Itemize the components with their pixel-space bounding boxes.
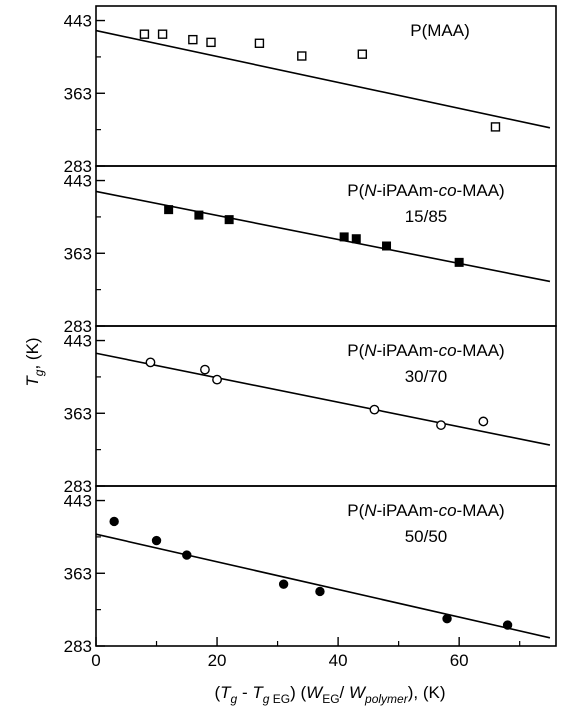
y-tick-label: 443 [64,332,92,351]
data-point-open-square [254,38,265,48]
data-point-filled-square [339,232,349,242]
data-point-filled-circle [109,516,119,527]
panel-1: 283 363 443 P(MAA) [64,5,557,176]
data-point-filled-square [164,205,174,215]
data-point-open-square [157,29,168,39]
panel-2: 283 363 443 P(N-iPAAm-co-MAA) 15/85 [64,165,557,336]
data-point-open-circle [436,420,446,430]
y-tick-label: 363 [64,404,92,423]
data-point-open-circle [212,374,222,385]
panel-3: 283 363 443 P(N-iPAAm-co-MAA) 30/70 [64,325,557,496]
panel-subtitle: 50/50 [405,527,448,546]
x-tick-label: 0 [91,651,100,670]
data-point-filled-square [351,234,361,244]
panel-title: P(N-iPAAm-co-MAA) [347,181,504,200]
y-tick-label: 443 [64,12,92,31]
data-point-filled-square [382,241,392,251]
panel-title: P(N-iPAAm-co-MAA) [347,341,504,360]
fit-line [95,29,551,129]
panel-subtitle: 15/85 [405,207,448,226]
panel-4: 283 363 443 P(N-iPAAm-co-MAA) 50/50 [64,485,557,656]
data-point-open-square [297,51,307,61]
data-point-filled-circle [442,614,452,624]
y-tick-label: 363 [64,84,92,103]
y-tick-label: 283 [64,317,92,336]
data-point-filled-square [194,210,204,220]
y-axis-label: Tg, (K) [23,337,46,386]
data-point-filled-circle [151,535,162,546]
panel-frame [95,485,557,647]
data-point-open-square [490,122,501,132]
y-tick-label: 443 [64,492,92,511]
data-point-open-square [206,37,216,48]
data-point-filled-circle [502,620,513,630]
x-tick-label: 20 [208,651,227,670]
x-axis-label: (Tg - Tg EG) (WEG/ Wpolymer), (K) [214,683,445,706]
panel-title: P(N-iPAAm-co-MAA) [347,501,504,520]
y-tick-label: 443 [64,172,92,191]
panel-subtitle: 30/70 [405,367,448,386]
y-tick-label: 283 [64,477,92,496]
y-tick-label: 283 [64,637,92,656]
y-tick-label: 363 [64,564,92,583]
fit-line [95,352,551,446]
panel-title: P(MAA) [410,21,470,40]
fit-line [95,533,551,639]
data-point-filled-square [224,215,234,225]
data-point-open-circle [145,357,156,368]
data-point-filled-square [454,257,464,267]
y-tick-label: 283 [64,157,92,176]
x-tick-label: 60 [450,651,469,670]
fit-line [95,190,551,283]
data-point-open-circle [478,416,489,427]
data-point-filled-circle [315,586,325,597]
y-tick-label: 363 [64,244,92,263]
data-point-open-circle [200,364,210,375]
x-tick-label: 40 [329,651,348,670]
data-point-open-square [139,29,150,39]
panels: 283 363 443 P(MAA) 283 363 443 P(N-iPAAm-co-MAA… [64,5,557,656]
data-point-filled-circle [182,550,192,560]
data-point-open-square [188,34,198,45]
data-point-filled-circle [278,579,289,589]
data-point-open-circle [369,404,380,415]
x-axis-ticks: 0 20 40 60 [91,637,521,670]
data-point-open-square [357,49,368,59]
